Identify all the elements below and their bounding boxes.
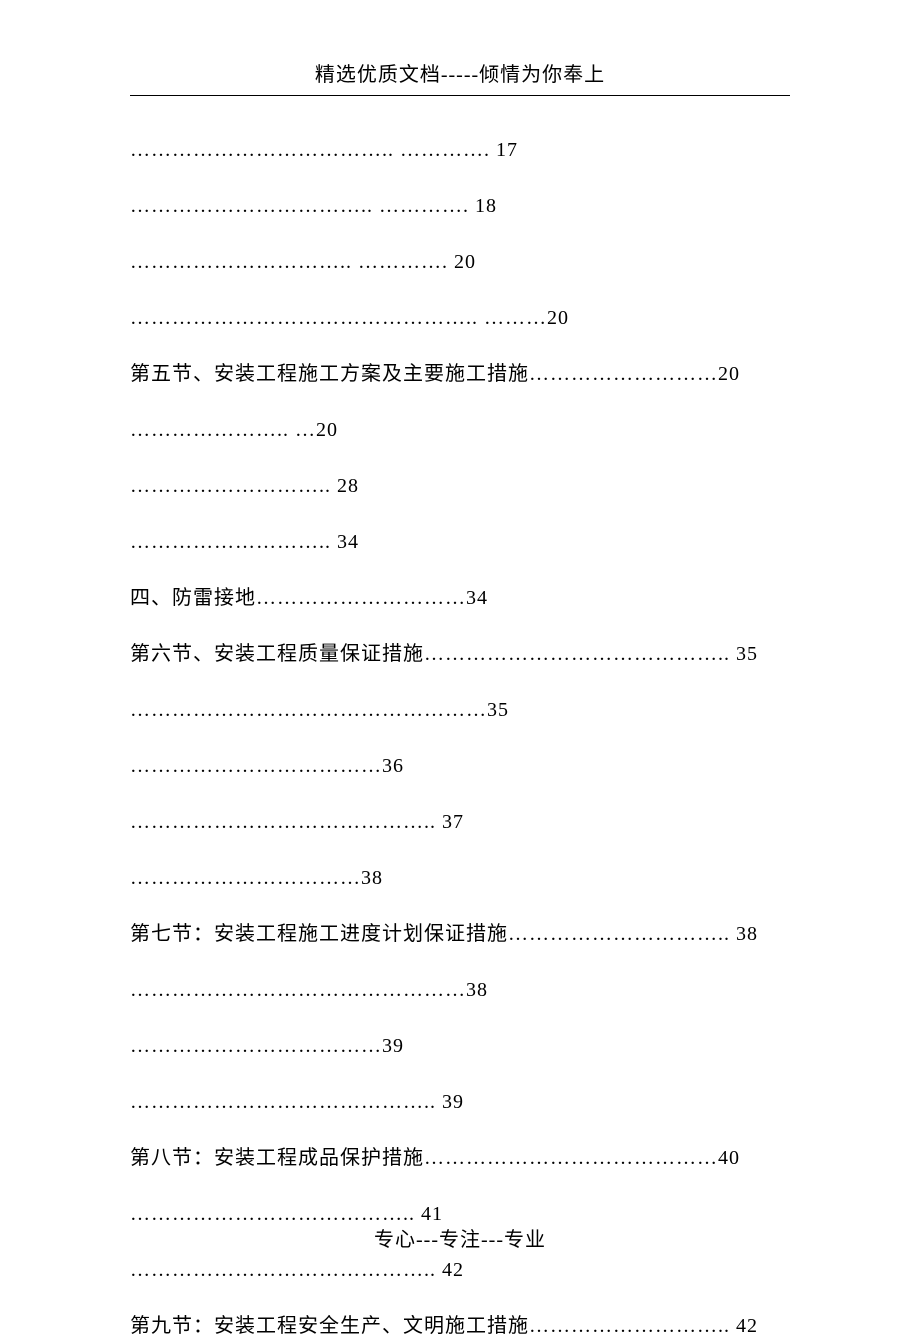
toc-line: ……………………………….. …………. 17 [130,136,790,164]
toc-line: …………………………………….. 37 [130,808,790,836]
toc-line: ………………………………39 [130,1032,790,1060]
page-header: 精选优质文档-----倾情为你奉上 [130,58,790,96]
toc-line: ………………………………………….. ………20 [130,304,790,332]
toc-line: ……………………….. 34 [130,528,790,556]
toc-line: 四、防雷接地…………………………34 [130,584,790,612]
toc-line: …………………………….. …………. 18 [130,192,790,220]
toc-line: …………………………………………38 [130,976,790,1004]
toc-content: ……………………………….. …………. 17 …………………………….. ……… [130,136,790,1340]
toc-line: 第八节：安装工程成品保护措施……………………………………40 [130,1144,790,1172]
toc-line: 第九节：安装工程安全生产、文明施工措施……………………….. 42 [130,1312,790,1340]
toc-line: ………………………….. …………. 20 [130,248,790,276]
page-footer: 专心---专注---专业 [0,1223,920,1252]
toc-line: 第六节、安装工程质量保证措施…………………………………….. 35 [130,640,790,668]
toc-line: ………………….. …20 [130,416,790,444]
toc-line: ………………………………36 [130,752,790,780]
toc-line: 第七节：安装工程施工进度计划保证措施………………………….. 38 [130,920,790,948]
toc-line: …………………………………….. 39 [130,1088,790,1116]
toc-line: ……………………………38 [130,864,790,892]
toc-line: ……………………….. 28 [130,472,790,500]
toc-line: …………………………………….. 42 [130,1256,790,1284]
document-page: 精选优质文档-----倾情为你奉上 ……………………………….. …………. 1… [0,0,920,1302]
toc-line: ……………………………………………35 [130,696,790,724]
toc-line: 第五节、安装工程施工方案及主要施工措施………………………20 [130,360,790,388]
